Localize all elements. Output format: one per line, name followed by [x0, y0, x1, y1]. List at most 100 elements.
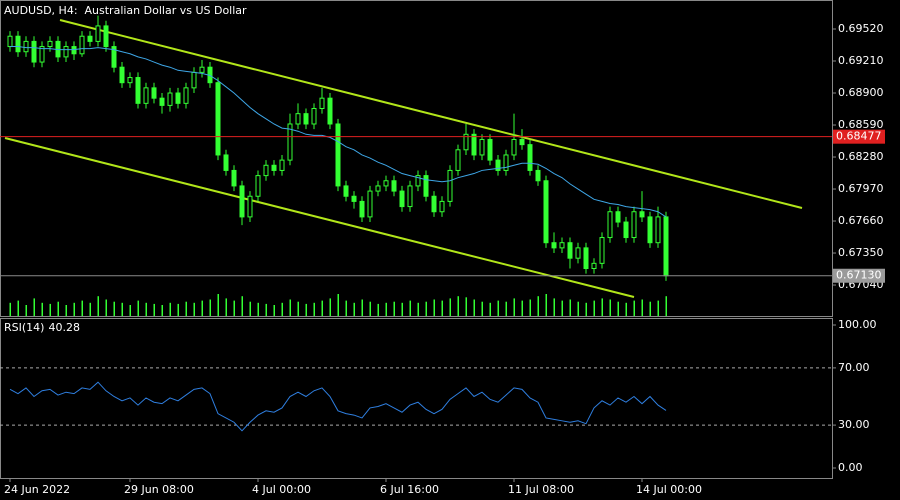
volume-bar — [641, 299, 643, 316]
candle-body — [215, 82, 221, 156]
candle-body — [63, 46, 69, 58]
candle-body — [303, 113, 309, 125]
volume-bar — [449, 298, 451, 316]
volume-bar — [521, 300, 523, 316]
candle-body — [191, 71, 197, 89]
candle-body — [47, 40, 53, 48]
volume-bar — [313, 302, 315, 316]
volume-bar — [569, 299, 571, 316]
candle-body — [391, 180, 397, 192]
candle-body — [367, 190, 373, 218]
candle-body — [239, 185, 245, 218]
volume-bar — [25, 305, 27, 316]
volume-bar — [81, 300, 83, 316]
candle-body — [79, 35, 85, 55]
candle-body — [415, 175, 421, 187]
y-tick-label: 100.00 — [838, 318, 877, 331]
volume-bar — [441, 300, 443, 316]
candle-body — [647, 216, 653, 244]
candle-body — [271, 164, 277, 171]
candle-body — [623, 221, 629, 239]
volume-bar — [537, 296, 539, 316]
main-pane-frame — [0, 0, 833, 317]
candle-body — [111, 46, 117, 68]
candle-body — [567, 242, 573, 259]
volume-bar — [41, 302, 43, 316]
candle-body — [503, 154, 509, 171]
candle-body — [183, 87, 189, 104]
volume-bar — [497, 300, 499, 316]
volume-bar — [297, 301, 299, 316]
volume-bar — [121, 302, 123, 316]
volume-bar — [465, 297, 467, 316]
volume-bar — [273, 305, 275, 316]
candle-body — [511, 138, 517, 156]
volume-bar — [209, 299, 211, 316]
candle-body — [551, 242, 557, 249]
candle-body — [495, 159, 501, 171]
rsi-line — [9, 381, 667, 432]
candle-body — [359, 200, 365, 218]
volume-bar — [401, 302, 403, 316]
volume-bar — [185, 301, 187, 316]
volume-bar — [265, 303, 267, 316]
candle-body — [639, 211, 645, 218]
candle-body — [143, 87, 149, 104]
candle-body — [383, 180, 389, 187]
volume-bar — [233, 300, 235, 316]
x-tick-label: 4 Jul 00:00 — [252, 483, 311, 496]
volume-bar — [353, 302, 355, 316]
candle-body — [31, 40, 37, 63]
y-tick-label: 0.69520 — [838, 22, 884, 35]
current-price-label: 0.67130 — [836, 269, 882, 282]
volume-bar — [305, 303, 307, 316]
volume-bar — [385, 302, 387, 316]
candle-body — [127, 77, 133, 84]
candle-body — [295, 113, 301, 125]
volume-bar — [617, 301, 619, 316]
volume-bar — [665, 296, 667, 316]
volume-bar — [377, 303, 379, 316]
candle-body — [583, 247, 589, 270]
volume-bar — [513, 298, 515, 316]
candle-body — [135, 77, 141, 104]
candle-body — [599, 237, 605, 264]
candle-body — [487, 138, 493, 161]
candle-body — [95, 25, 101, 42]
rsi-name: RSI(14) — [4, 321, 44, 334]
volume-bar — [481, 301, 483, 316]
volume-bar — [417, 302, 419, 316]
volume-bar — [241, 296, 243, 316]
volume-bar — [553, 298, 555, 316]
candle-body — [287, 123, 293, 161]
channel-lower — [4, 137, 635, 298]
volume-bar — [657, 300, 659, 316]
volume-bar — [73, 302, 75, 316]
candle-body — [519, 138, 525, 146]
x-tick-label: 29 Jun 08:00 — [124, 483, 194, 496]
candle-body — [167, 92, 173, 106]
volume-bar — [65, 305, 67, 316]
volume-bar — [57, 301, 59, 316]
candle-body — [431, 195, 437, 213]
candle-body — [319, 97, 325, 109]
volume-bar — [361, 299, 363, 316]
volume-bar — [369, 301, 371, 316]
volume-bar — [201, 300, 203, 316]
volume-bar — [577, 301, 579, 316]
candle-body — [439, 200, 445, 213]
volume-bar — [337, 294, 339, 316]
volume-bar — [649, 301, 651, 316]
current-price-box — [833, 268, 885, 283]
volume-bar — [33, 298, 35, 316]
candle-body — [631, 211, 637, 239]
volume-bar — [177, 303, 179, 316]
y-tick-label: 70.00 — [838, 361, 870, 374]
volume-bar — [593, 300, 595, 316]
volume-bar — [457, 296, 459, 316]
y-tick-label: 0.67970 — [838, 182, 884, 195]
candle-body — [663, 216, 669, 277]
volume-bar — [489, 302, 491, 316]
candle-body — [351, 195, 357, 202]
